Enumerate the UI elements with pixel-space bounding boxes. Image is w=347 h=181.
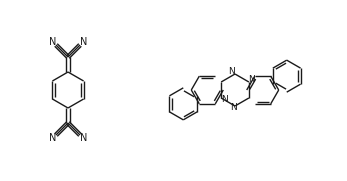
Text: N: N [248, 75, 255, 85]
Text: N: N [79, 133, 87, 143]
Text: N: N [49, 133, 57, 143]
Text: N: N [221, 96, 228, 104]
Text: N: N [79, 37, 87, 47]
Text: N: N [229, 68, 235, 77]
Text: N: N [231, 104, 237, 113]
Text: N: N [49, 37, 57, 47]
